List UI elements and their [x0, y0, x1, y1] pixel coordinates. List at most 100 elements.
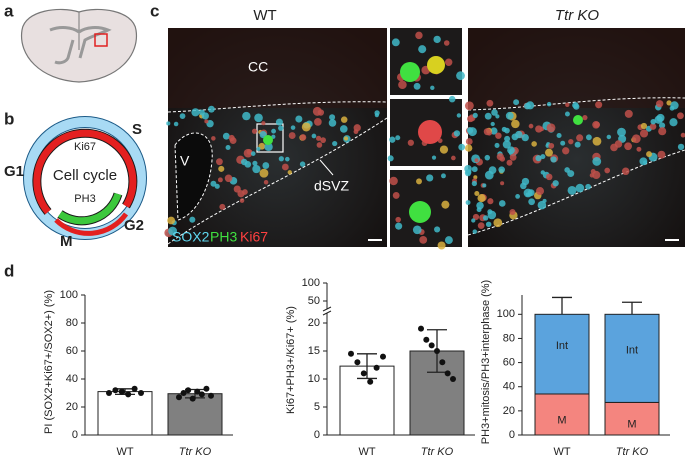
cell [471, 180, 478, 187]
cell [666, 100, 672, 106]
cell [416, 178, 422, 185]
cell [504, 135, 511, 142]
cell [677, 112, 684, 120]
cell [487, 198, 494, 205]
cell [400, 62, 420, 82]
cell [556, 132, 562, 139]
condition-label: WT [253, 7, 276, 24]
brain-schematic [20, 8, 138, 83]
segment-label: Int [626, 344, 638, 356]
cell [464, 101, 474, 111]
cell [340, 116, 348, 123]
data-point [194, 388, 201, 395]
stain-label: PH3 [210, 229, 237, 245]
data-point [380, 353, 386, 360]
y-tick-label: 100 [302, 277, 320, 289]
data-point [208, 392, 214, 399]
cell [589, 173, 595, 178]
data-point [198, 391, 205, 398]
data-point [106, 390, 112, 396]
cell [418, 45, 427, 54]
cell [482, 183, 487, 188]
cell [540, 170, 546, 175]
y-axis-label: PH3+mitosis/PH3+interphase (%) [480, 280, 492, 444]
cell [593, 121, 600, 128]
cell [444, 236, 453, 245]
y-tick-label: 10 [308, 373, 320, 385]
cell [546, 123, 556, 133]
cell [467, 115, 474, 123]
cell [465, 144, 473, 152]
cell [500, 181, 505, 186]
cell [490, 121, 495, 127]
cell [242, 111, 251, 121]
cell [680, 132, 685, 138]
cell [467, 127, 477, 137]
cell-cycle-marker: Ki67 [74, 141, 96, 153]
cell [564, 111, 570, 117]
x-tick-label: Ttr KO [179, 446, 212, 458]
cell [540, 154, 546, 160]
cell [472, 112, 478, 118]
bar [339, 365, 395, 436]
cell [299, 161, 306, 167]
data-point [418, 325, 424, 332]
cell [552, 180, 559, 187]
cell [191, 108, 200, 117]
cell [576, 134, 584, 142]
cell [217, 177, 223, 183]
cell [654, 115, 663, 124]
cell [208, 105, 215, 113]
data-point [118, 388, 125, 395]
data-point [434, 348, 440, 354]
cell [471, 166, 478, 173]
cell [624, 109, 633, 118]
cell [314, 118, 322, 126]
y-tick-label: 0 [72, 429, 78, 441]
cell-cycle-marker: PH3 [74, 193, 95, 205]
data-point [367, 378, 374, 385]
cell [395, 216, 401, 223]
bar [167, 393, 223, 436]
data-point [125, 391, 132, 398]
cell [473, 175, 478, 180]
data-point [373, 364, 380, 371]
cell [329, 114, 336, 121]
cell [527, 189, 535, 197]
cell [585, 134, 592, 141]
cell [224, 174, 233, 183]
cell [592, 136, 602, 146]
x-tick-label: WT [358, 446, 375, 458]
cell [535, 187, 545, 196]
bar-segment [534, 313, 590, 395]
cell [476, 207, 482, 213]
cell [670, 101, 679, 110]
panel-label: b [4, 109, 14, 128]
data-point [428, 342, 435, 349]
cell [650, 118, 656, 125]
cell [565, 102, 570, 107]
region-label: dSVZ [314, 178, 349, 194]
stain-label: SOX2 [172, 229, 210, 245]
data-point [180, 390, 187, 396]
cell [418, 120, 442, 144]
cell [485, 221, 492, 228]
cell [427, 56, 445, 74]
cell-cycle-diagram [23, 116, 147, 240]
cell [262, 162, 270, 169]
cell [490, 127, 498, 135]
cell [281, 163, 289, 171]
cell [606, 134, 612, 140]
cell [537, 200, 547, 210]
data-point [185, 387, 192, 394]
y-tick-label: 20 [503, 405, 515, 417]
cell [483, 128, 491, 136]
cell [658, 122, 666, 129]
cell [290, 125, 296, 130]
cell [251, 128, 258, 134]
cell [574, 141, 581, 148]
cell [546, 101, 552, 107]
micrographs [164, 28, 685, 250]
y-tick-label: 80 [66, 317, 78, 329]
